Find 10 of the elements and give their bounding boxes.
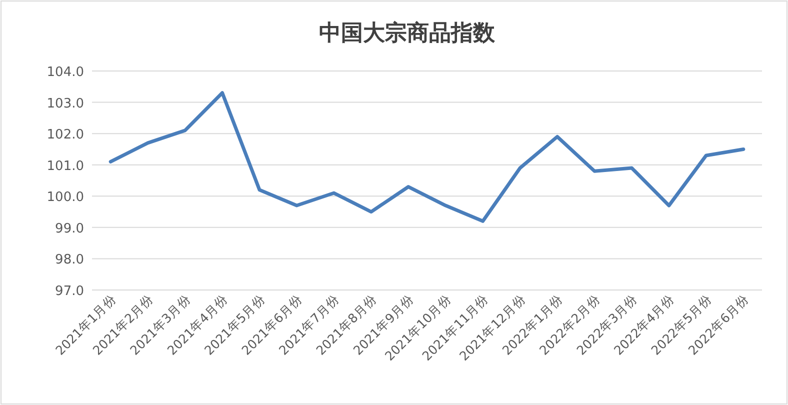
y-tick-label: 101.0 <box>46 158 84 174</box>
y-tick-label: 97.0 <box>55 284 84 299</box>
y-tick-label: 103.0 <box>46 96 84 112</box>
y-tick-label: 104.0 <box>46 65 84 80</box>
y-tick-label: 100.0 <box>46 190 84 206</box>
line-series <box>108 91 746 223</box>
y-tick-label: 102.0 <box>46 128 84 143</box>
chart-title: 中国大宗商品指数 <box>319 20 496 46</box>
y-tick-label: 99.0 <box>55 221 84 236</box>
y-tick-label: 98.0 <box>55 252 84 268</box>
